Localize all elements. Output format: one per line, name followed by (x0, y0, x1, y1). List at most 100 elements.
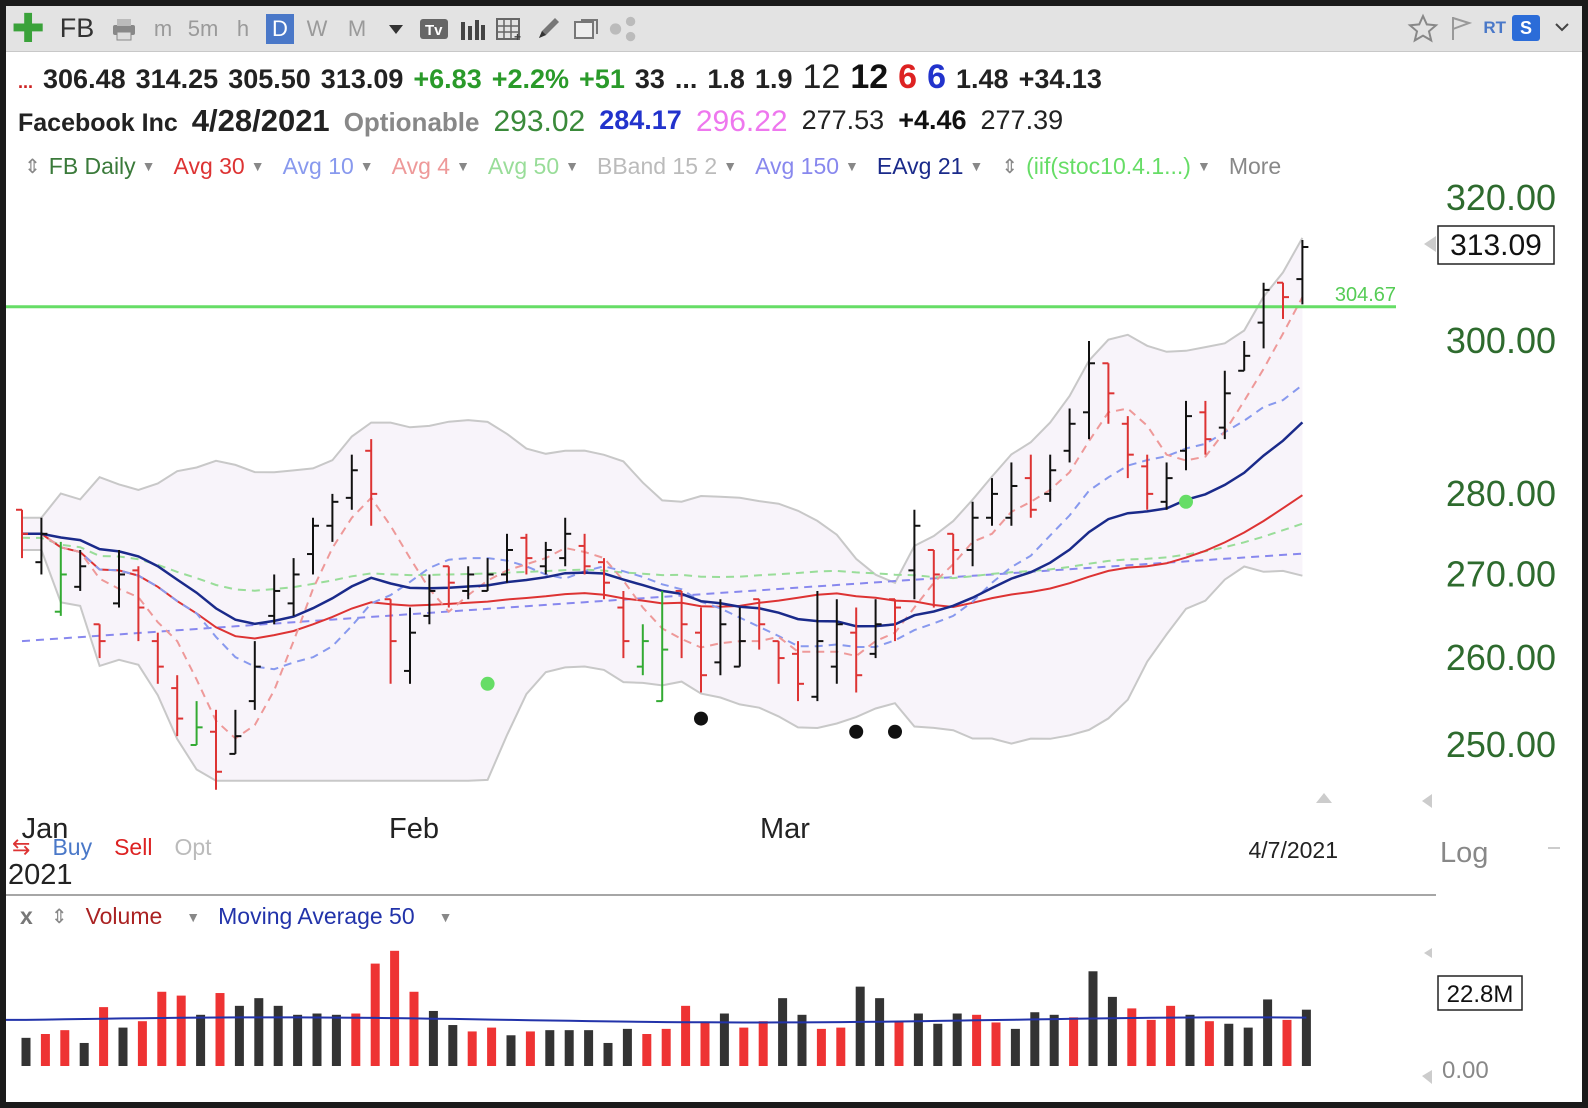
log-scale-toggle[interactable]: Log (1440, 837, 1488, 869)
volume-last-label: 22.8M (1447, 981, 1514, 1008)
period-h[interactable]: h (236, 15, 250, 41)
volume-bar (1166, 1005, 1176, 1066)
legend-item[interactable]: BBand 15 2 ▼ (597, 153, 737, 180)
price-bar (1180, 400, 1192, 471)
close-pane-icon[interactable]: x (20, 903, 33, 929)
legend-item[interactable]: ⇕ (iif(stoc10.4.1...) ▼ (1001, 153, 1211, 180)
pane-move-icon[interactable]: ⇕ (50, 906, 68, 928)
chevron-down-icon[interactable]: ▼ (141, 158, 156, 174)
symbol-label[interactable]: FB (59, 13, 95, 43)
legend-item[interactable]: More (1229, 153, 1281, 180)
legend-item[interactable]: ⇕ FB Daily ▼ (24, 153, 156, 180)
legend-label: FB Daily (48, 152, 136, 179)
price-bar (1044, 454, 1057, 502)
rt-label[interactable]: RT (1483, 18, 1506, 37)
avg-50-line (21, 522, 1303, 592)
signal-arrows-icon[interactable]: ⇆ (12, 834, 31, 859)
text-tool-icon[interactable]: Tv (418, 13, 450, 45)
quote-field: 33 (634, 64, 665, 94)
chevron-down-icon[interactable]: ▼ (186, 908, 201, 925)
volume-bar (545, 1030, 555, 1066)
price-bar (559, 517, 572, 567)
chevron-down-icon[interactable]: ▼ (723, 158, 738, 174)
s-badge-icon[interactable]: S (1512, 15, 1540, 41)
sell-toggle[interactable]: Sell (114, 834, 153, 860)
volume-bar (487, 1027, 497, 1066)
quote-field: 277.53 (801, 105, 885, 135)
pane-move-icon[interactable]: ⇕ (24, 155, 41, 178)
legend-item[interactable]: Avg 4 ▼ (392, 153, 470, 180)
volume-bar (1301, 1009, 1311, 1066)
legend-label: Avg 150 (755, 152, 840, 179)
period-d[interactable]: D (266, 13, 294, 44)
volume-bar (60, 1030, 70, 1066)
period-m[interactable]: m (153, 15, 173, 41)
volume-bar (622, 1028, 632, 1066)
grid-icon[interactable]: + (494, 13, 526, 45)
volume-moving-average (6, 1016, 1307, 1024)
chevron-down-icon[interactable]: ▼ (565, 158, 579, 174)
price-bar (966, 501, 979, 567)
chevron-down-icon[interactable]: ▼ (250, 158, 265, 174)
price-bar (830, 599, 843, 684)
volume-legend: x ⇕ Volume ▼ Moving Average 50 ▼ (20, 903, 453, 930)
toolbar-right-group: RT S (1407, 12, 1578, 44)
volume-bar (79, 1042, 89, 1066)
pane-move-icon[interactable]: ⇕ (1001, 155, 1019, 178)
price-bar (481, 558, 494, 592)
flag-icon[interactable] (1445, 12, 1477, 44)
price-bar (345, 454, 358, 510)
price-bar (442, 565, 455, 608)
price-bar (248, 641, 261, 710)
bar-style-icon[interactable] (456, 13, 488, 45)
chevron-down-icon[interactable]: ▼ (359, 158, 374, 174)
volume-bar (797, 1014, 807, 1066)
bollinger-fill (22, 237, 1303, 781)
attach-icon[interactable] (570, 13, 602, 45)
opt-toggle[interactable]: Opt (174, 834, 212, 860)
indicator-legend: ⇕ FB Daily ▼ Avg 30 ▼ Avg 10 ▼ Avg 4 ▼ Avg 50 ▼ BBa… (24, 150, 1281, 182)
chevron-down-icon[interactable]: ▼ (969, 158, 984, 174)
cursor-date-label: 4/7/2021 (1248, 837, 1338, 863)
legend-item[interactable]: Avg 30 ▼ (174, 153, 265, 180)
volume-bar (1049, 1014, 1059, 1066)
volume-bar (875, 998, 885, 1066)
volume-bar (293, 1014, 303, 1066)
volume-label[interactable]: Volume (85, 903, 163, 929)
volume-ma-label[interactable]: Moving Average 50 (218, 903, 415, 929)
volume-bar (739, 1027, 749, 1066)
volume-scroll-icon[interactable] (1422, 1070, 1432, 1084)
chevron-down-icon[interactable] (1546, 12, 1578, 44)
period-w[interactable]: W (306, 15, 328, 41)
price-bar (1121, 416, 1134, 479)
draw-pencil-icon[interactable] (532, 13, 564, 45)
chevron-down-icon[interactable]: ▼ (845, 158, 859, 174)
price-bar (307, 517, 319, 575)
chevron-down-icon[interactable]: ▼ (456, 158, 470, 174)
add-symbol-icon[interactable]: ✚ (11, 6, 45, 51)
quote-line-2: Facebook Inc 4/28/2021 Optionable 293.02… (18, 103, 1063, 143)
volume-bar (991, 1022, 1001, 1066)
period-mo[interactable]: M (347, 15, 367, 41)
star-icon[interactable] (1407, 12, 1439, 44)
volume-bar (1263, 999, 1273, 1066)
optionable-label[interactable]: Optionable (343, 107, 480, 137)
period-5m[interactable]: 5m (187, 15, 219, 41)
legend-item[interactable]: Avg 150 ▼ (755, 153, 859, 180)
legend-item[interactable]: Avg 50 ▼ (488, 153, 579, 180)
chevron-down-icon[interactable]: ▼ (1196, 158, 1211, 174)
volume-bar (1282, 1019, 1292, 1066)
dropdown-icon[interactable] (380, 13, 412, 45)
chevron-down-icon[interactable]: ▼ (438, 908, 453, 925)
volume-bar (1185, 1014, 1195, 1066)
scroll-left-icon[interactable] (1422, 794, 1432, 808)
legend-item[interactable]: Avg 10 ▼ (283, 153, 374, 180)
buy-toggle[interactable]: Buy (52, 834, 93, 860)
scroll-up-icon[interactable] (1316, 793, 1332, 803)
print-icon[interactable] (108, 13, 140, 45)
price-bar (792, 641, 804, 702)
quote-field: 1.8 (707, 64, 745, 94)
legend-label: Avg 50 (487, 152, 560, 179)
legend-item[interactable]: EAvg 21 ▼ (877, 153, 983, 180)
share-icon[interactable] (608, 13, 640, 45)
